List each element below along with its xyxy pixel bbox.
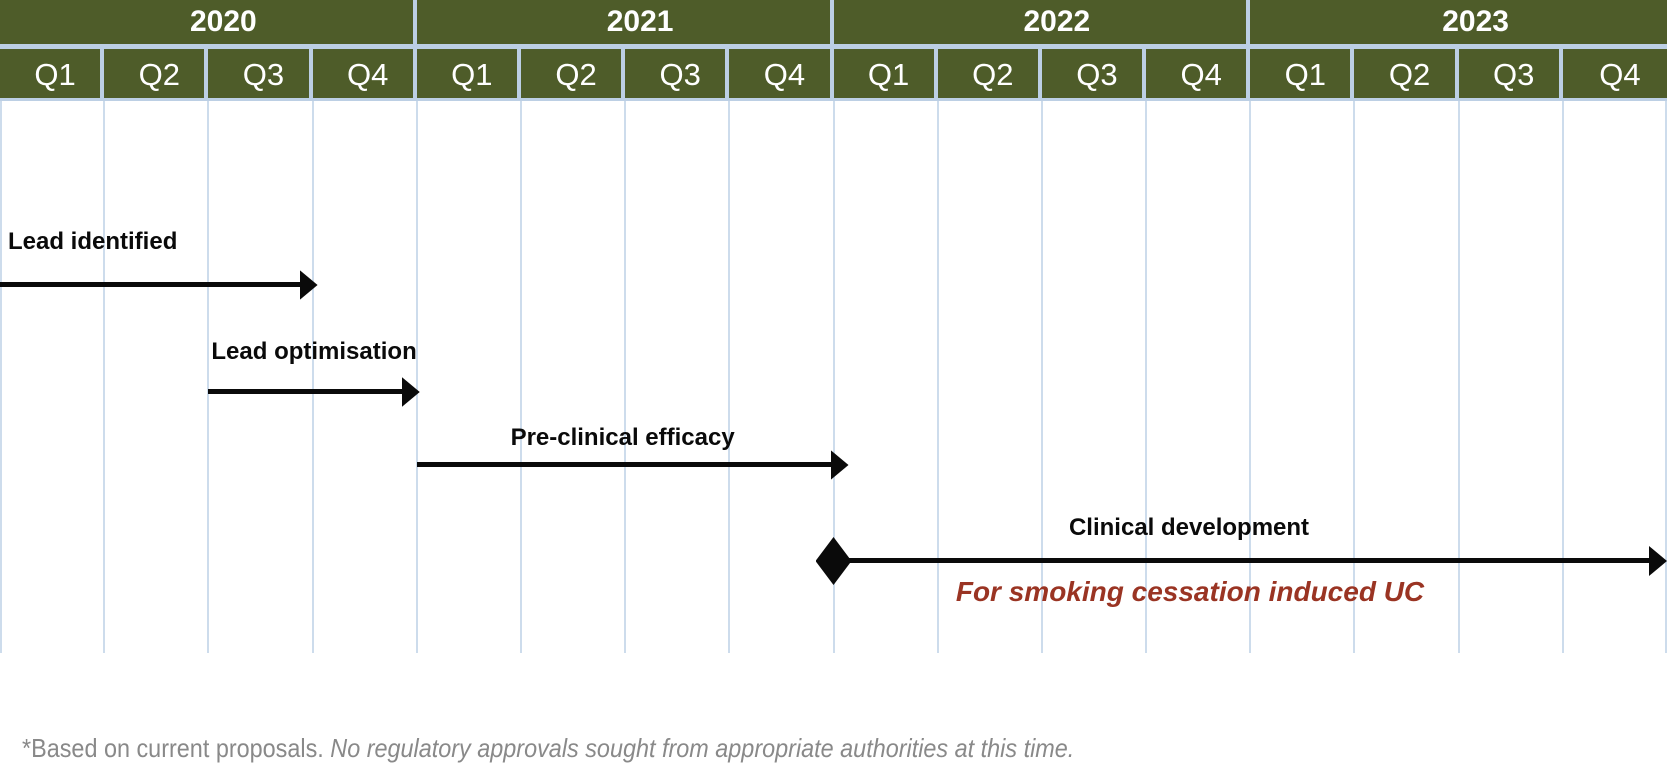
quarter-gridline	[519, 101, 522, 653]
year-quarter-separator	[0, 44, 1667, 49]
quarter-label: Q3	[1076, 57, 1118, 92]
quarter-cell-2021-Q1: Q1	[416, 49, 521, 98]
quarter-cell-2022-Q1: Q1	[833, 49, 938, 98]
year-cell-2021: 2021	[416, 0, 834, 44]
quarter-cell-2020-Q3: Q3	[208, 49, 313, 98]
quarter-cell-2023-Q1: Q1	[1250, 49, 1355, 98]
quarter-cell-2021-Q3: Q3	[625, 49, 730, 98]
task-label-lead-optimisation: Lead optimisation	[211, 338, 417, 365]
quarter-label: Q1	[1284, 57, 1327, 92]
quarter-gridline	[103, 101, 106, 653]
quarter-cell-2021-Q4: Q4	[729, 49, 834, 98]
quarter-label: Q1	[867, 57, 910, 92]
quarter-cell-2023-Q2: Q2	[1354, 49, 1459, 98]
quarter-gridline	[1145, 101, 1148, 653]
task-arrowhead-pre-clinical-efficacy	[830, 450, 849, 480]
quarter-gridline	[1457, 101, 1460, 653]
year-cell-2022: 2022	[833, 0, 1251, 44]
quarter-label: Q2	[138, 57, 180, 92]
quarter-label: Q1	[451, 57, 493, 92]
quarter-gridline	[311, 101, 314, 653]
quarter-cell-2021-Q2: Q2	[520, 49, 626, 98]
task-label-pre-clinical-efficacy: Pre-clinical efficacy	[510, 424, 735, 451]
quarter-cell-2022-Q3: Q3	[1041, 49, 1147, 98]
footnote-normal-text: *Based on current proposals.	[22, 733, 331, 763]
quarter-gridline	[936, 101, 939, 653]
task-arrowhead-clinical-development	[1649, 546, 1667, 576]
quarter-gridline	[624, 101, 627, 653]
quarter-gridline	[0, 101, 2, 653]
quarter-label: Q1	[34, 57, 76, 92]
year-label-2021: 2021	[606, 5, 674, 38]
task-arrow-line-clinical-development	[833, 558, 1651, 563]
quarter-label: Q3	[659, 57, 701, 92]
task-label-lead-identified: Lead identified	[8, 228, 178, 255]
quarter-gridline	[1353, 101, 1356, 653]
milestone-diamond-clinical-development	[815, 537, 852, 585]
year-label-2022: 2022	[1023, 5, 1091, 38]
task-arrowhead-lead-identified	[299, 270, 318, 300]
year-cell-2023: 2023	[1250, 0, 1667, 44]
footnote: *Based on current proposals. No regulato…	[22, 733, 1074, 763]
header-bottom-separator	[0, 98, 1667, 101]
quarter-cell-2023-Q4: Q4	[1562, 49, 1667, 98]
year-cell-2020: 2020	[0, 0, 417, 44]
grid-area	[0, 101, 1667, 653]
quarter-label: Q2	[555, 57, 597, 92]
quarter-gridline	[1040, 101, 1043, 653]
quarter-label: Q3	[242, 57, 285, 92]
quarter-label: Q4	[1599, 57, 1641, 92]
task-arrow-line-lead-identified	[0, 282, 302, 287]
quarter-label: Q3	[1493, 57, 1535, 92]
quarter-gridline	[1249, 101, 1252, 653]
quarter-gridline	[1561, 101, 1564, 653]
task-arrow-line-lead-optimisation	[208, 389, 404, 394]
quarter-label: Q4	[1180, 57, 1222, 92]
task-arrow-line-pre-clinical-efficacy	[416, 462, 833, 467]
quarter-label: Q2	[972, 57, 1014, 92]
quarter-cell-2020-Q2: Q2	[104, 49, 209, 98]
quarter-label: Q2	[1388, 57, 1431, 92]
quarter-cell-2023-Q3: Q3	[1458, 49, 1563, 98]
quarter-label: Q4	[346, 57, 389, 92]
quarter-gridline	[207, 101, 210, 653]
quarter-gridline	[728, 101, 731, 653]
task-arrowhead-lead-optimisation	[401, 377, 420, 407]
task-label-clinical-development: Clinical development	[1068, 514, 1310, 541]
year-label-2020: 2020	[190, 5, 257, 38]
quarter-gridline	[832, 101, 835, 653]
quarter-cell-2022-Q4: Q4	[1146, 49, 1251, 98]
year-label-2023: 2023	[1442, 5, 1509, 38]
quarter-label: Q4	[763, 57, 806, 92]
task-note-clinical-development: For smoking cessation induced UC	[955, 576, 1425, 607]
quarter-cell-2020-Q4: Q4	[312, 49, 417, 98]
year-header-row: 2020 2021 2022 2023	[0, 0, 1667, 44]
quarter-gridline	[1665, 101, 1667, 653]
quarter-gridline	[415, 101, 418, 653]
quarter-cell-2022-Q2: Q2	[937, 49, 1042, 98]
quarter-header-row: Q1 Q2 Q3 Q4 Q1 Q2 Q3 Q4 Q1 Q2 Q3 Q4 Q1 Q2 Q3 Q4	[0, 49, 1667, 98]
footnote-italic-text: No regulatory approvals sought from appr…	[330, 733, 1075, 763]
quarter-cell-2020-Q1: Q1	[0, 49, 105, 98]
